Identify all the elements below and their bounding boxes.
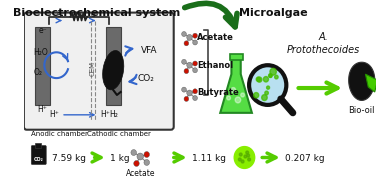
- Circle shape: [193, 40, 197, 45]
- Text: H⁺: H⁺: [100, 110, 110, 119]
- Text: e⁻: e⁻: [57, 10, 65, 19]
- Text: Cathodic chamber: Cathodic chamber: [87, 131, 151, 137]
- Text: Protothecoides: Protothecoides: [287, 45, 360, 55]
- Text: Ethanol: Ethanol: [197, 61, 233, 70]
- Text: H⁺: H⁺: [50, 110, 59, 119]
- Circle shape: [144, 152, 149, 158]
- Circle shape: [241, 93, 245, 97]
- Circle shape: [249, 65, 286, 105]
- Bar: [106, 27, 121, 105]
- Circle shape: [248, 158, 251, 161]
- Circle shape: [239, 158, 241, 161]
- Circle shape: [275, 75, 278, 79]
- Circle shape: [182, 59, 186, 64]
- Circle shape: [227, 96, 231, 100]
- Circle shape: [187, 62, 192, 68]
- Circle shape: [193, 33, 197, 38]
- Polygon shape: [220, 58, 252, 113]
- Text: 7.59 kg: 7.59 kg: [52, 154, 86, 163]
- Text: H⁺: H⁺: [37, 105, 47, 114]
- Circle shape: [144, 160, 149, 165]
- Circle shape: [247, 154, 249, 157]
- Text: 1.11 kg: 1.11 kg: [192, 154, 226, 163]
- Text: Bioelectrochemical system: Bioelectrochemical system: [13, 8, 180, 18]
- Circle shape: [182, 31, 186, 37]
- Circle shape: [134, 160, 139, 166]
- FancyBboxPatch shape: [24, 13, 174, 130]
- Text: Acetate: Acetate: [125, 169, 155, 178]
- Circle shape: [187, 34, 192, 40]
- Text: e⁻: e⁻: [38, 26, 47, 36]
- Text: 0.207 kg: 0.207 kg: [285, 154, 325, 163]
- Circle shape: [184, 96, 189, 101]
- Text: Butyrate: Butyrate: [197, 89, 239, 98]
- Polygon shape: [366, 74, 378, 92]
- Circle shape: [184, 69, 189, 74]
- Bar: [35, 27, 50, 105]
- Text: Microalgae: Microalgae: [239, 8, 308, 18]
- Ellipse shape: [103, 51, 124, 90]
- Circle shape: [193, 95, 197, 101]
- Circle shape: [244, 155, 247, 158]
- Circle shape: [266, 86, 270, 89]
- Circle shape: [184, 41, 189, 46]
- Circle shape: [137, 153, 144, 160]
- Bar: [229, 54, 243, 60]
- Text: VFA: VFA: [141, 46, 158, 55]
- Circle shape: [241, 160, 244, 163]
- Text: CO₂: CO₂: [34, 157, 43, 162]
- Circle shape: [262, 95, 267, 100]
- Circle shape: [269, 74, 272, 77]
- Text: H₂: H₂: [110, 110, 118, 119]
- Circle shape: [246, 151, 249, 154]
- Text: H₂O: H₂O: [33, 48, 48, 57]
- Text: Bio-oil: Bio-oil: [349, 106, 375, 115]
- Circle shape: [234, 147, 255, 168]
- Circle shape: [235, 97, 241, 103]
- Text: 1 kg: 1 kg: [110, 154, 130, 163]
- Circle shape: [256, 77, 260, 82]
- Circle shape: [193, 68, 197, 73]
- Circle shape: [270, 68, 276, 75]
- Text: Anodic chamber: Anodic chamber: [31, 131, 88, 137]
- Text: CEM: CEM: [90, 61, 96, 76]
- Polygon shape: [349, 62, 375, 100]
- Circle shape: [193, 61, 197, 66]
- Text: e⁻: e⁻: [90, 10, 99, 19]
- FancyBboxPatch shape: [31, 146, 46, 164]
- Bar: [35, 143, 40, 148]
- Text: A.: A.: [319, 32, 328, 42]
- Circle shape: [187, 90, 192, 96]
- Circle shape: [265, 91, 268, 95]
- Text: CO₂: CO₂: [138, 74, 154, 83]
- Circle shape: [231, 88, 235, 93]
- Text: O₂: O₂: [33, 68, 42, 77]
- Circle shape: [182, 87, 186, 92]
- Circle shape: [257, 77, 262, 82]
- Text: Acetate: Acetate: [197, 33, 234, 42]
- Circle shape: [193, 89, 197, 94]
- Circle shape: [239, 153, 242, 156]
- Circle shape: [131, 150, 136, 155]
- Circle shape: [269, 74, 272, 77]
- Circle shape: [263, 77, 268, 82]
- Circle shape: [254, 93, 259, 98]
